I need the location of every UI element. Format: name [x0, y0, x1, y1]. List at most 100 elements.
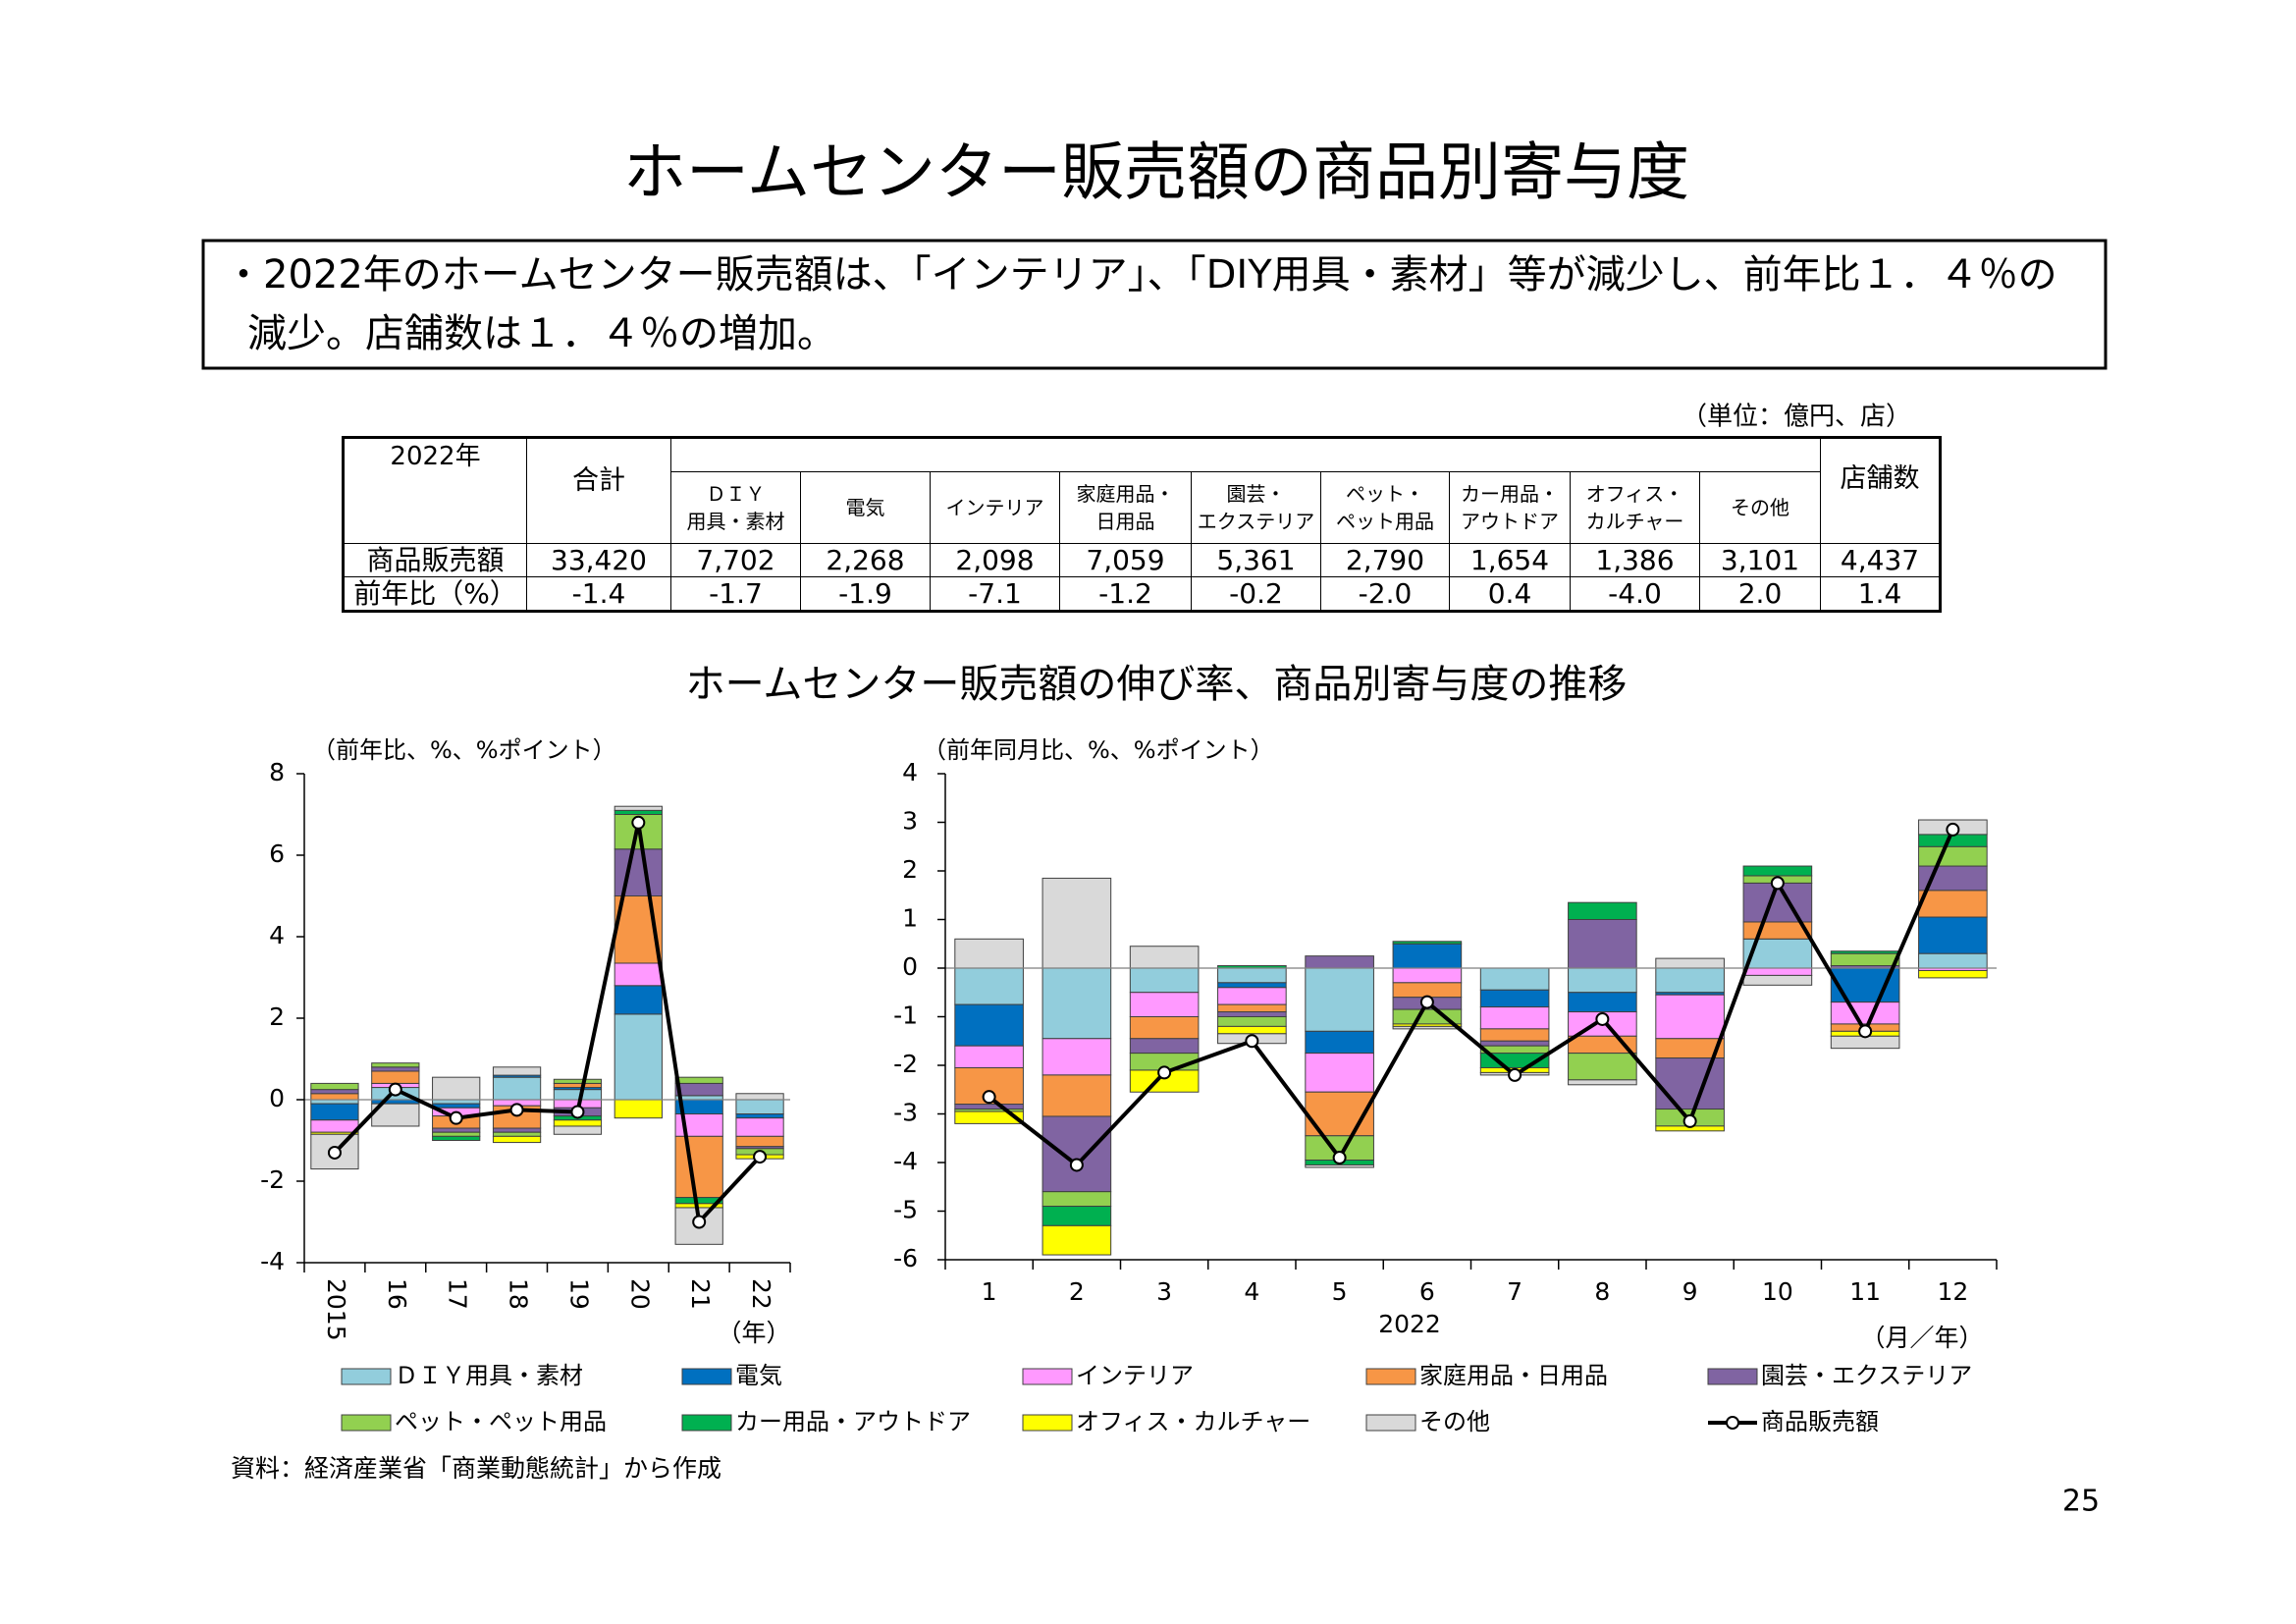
- legend-label: オフィス・カルチャー: [1076, 1408, 1310, 1435]
- line-marker: [1069, 1158, 1084, 1172]
- bar-segment: [1217, 967, 1287, 984]
- header-text: その他: [1731, 496, 1789, 519]
- bar-segment: [1217, 1025, 1287, 1035]
- chart: -4 -2 0 2 4 6 8 2015 16 17 18 19 20 21 22: [260, 758, 791, 1341]
- bar-segment: [1830, 950, 1900, 954]
- bar-segment: [1041, 1074, 1112, 1117]
- header-row: ＤＩＹ 用具・素材 電気 インテリア 家庭用品・ 日用品 園芸・ エクステリア ペット・ ペット用…: [344, 471, 1941, 544]
- data-cell: 2,790: [1320, 543, 1450, 577]
- line-marker: [1157, 1065, 1172, 1080]
- bar-segment: [1305, 1030, 1374, 1055]
- legend-swatch: [341, 1368, 392, 1385]
- line-marker: [1508, 1067, 1522, 1082]
- header-cell: 合計: [526, 437, 671, 544]
- bar-segment: [432, 1099, 481, 1105]
- bar-segment: [674, 1076, 723, 1084]
- bar-segment: [614, 962, 663, 987]
- bar-segment: [1655, 1057, 1725, 1110]
- bar-segment: [553, 1119, 603, 1127]
- data-cell: 3,101: [1698, 543, 1822, 577]
- bar-segment: [614, 805, 663, 811]
- data-cell: 1,654: [1449, 543, 1571, 577]
- bar-segment: [371, 1099, 420, 1105]
- line-marker: [1595, 1011, 1610, 1026]
- bar-segment: [1479, 967, 1550, 991]
- bar-segment: [553, 1125, 603, 1135]
- line-marker: [631, 815, 646, 830]
- x-tick-label: 4: [1244, 1277, 1259, 1306]
- x-tick-label: 10: [1762, 1277, 1793, 1306]
- bar-segment: [954, 1045, 1024, 1068]
- bar-segment: [1479, 989, 1550, 1008]
- source-note: 資料：経済産業省「商業動態統計」から作成: [231, 1454, 721, 1483]
- x-tick-label: 7: [1507, 1277, 1522, 1306]
- x-tick-label: 18: [505, 1278, 533, 1310]
- bar-segment: [1568, 1079, 1637, 1086]
- bar-segment: [310, 1093, 359, 1101]
- data-row: 前年比（%） -1.4 -1.7 -1.9 -7.1 -1.2 -0.2 -2.0 0.4 -4.…: [343, 576, 1942, 612]
- bar-segment: [432, 1135, 481, 1141]
- bar-segment: [1217, 1011, 1287, 1018]
- bar-segment: [1479, 1045, 1550, 1055]
- y-tick-label: 2: [902, 855, 918, 884]
- x-tick-label: 9: [1682, 1277, 1698, 1306]
- bar-segment: [1041, 1224, 1112, 1256]
- x-tick-label: 2: [1069, 1277, 1085, 1306]
- bar-segment: [614, 809, 663, 815]
- data-cell: -4.0: [1570, 576, 1700, 612]
- header-text: 用具・素材: [686, 510, 785, 533]
- bar-segment: [1568, 901, 1637, 920]
- data-cell: 33,420: [526, 543, 671, 577]
- legend-swatch: [341, 1414, 392, 1432]
- row-label: 前年比（%）: [343, 576, 527, 612]
- x-tick-label: 6: [1419, 1277, 1435, 1306]
- header-text: ＤＩＹ: [706, 482, 766, 506]
- y-tick-label: 3: [902, 807, 918, 836]
- summary-line: 減少。店舗数は１．４％の増加。: [247, 311, 836, 356]
- header-cell: [669, 437, 1822, 472]
- legend-swatch: [1365, 1414, 1416, 1432]
- bar-segment: [674, 1082, 723, 1097]
- row-label: 商品販売額: [343, 543, 527, 577]
- header-text: 園芸・: [1226, 482, 1286, 506]
- bar-segment: [954, 938, 1024, 969]
- bar-segment: [310, 1103, 359, 1121]
- line-marker: [509, 1103, 524, 1117]
- bar-segment: [1392, 967, 1463, 984]
- data-cell: 7,702: [670, 543, 801, 577]
- data-row: 商品販売額 33,420 7,702 2,268 2,098 7,059 5,361 2,79…: [343, 543, 1942, 577]
- x-tick-label: 3: [1156, 1277, 1172, 1306]
- bar-segment: [1041, 877, 1112, 969]
- legend-label: 電気: [735, 1362, 782, 1389]
- x-tick-label: 17: [444, 1278, 472, 1310]
- y-tick-label: -5: [893, 1196, 918, 1224]
- bar-segment: [1830, 952, 1900, 967]
- line-marker: [982, 1090, 996, 1105]
- x-unit: （年）: [717, 1319, 790, 1347]
- y-tick-label: -4: [893, 1147, 918, 1175]
- legend-label: その他: [1419, 1408, 1490, 1435]
- y-tick-label: 2: [269, 1002, 285, 1031]
- header-cell: その他: [1698, 471, 1822, 544]
- sales-line: [333, 822, 762, 1226]
- legend-swatch: [1365, 1368, 1416, 1385]
- bar-segment: [954, 1003, 1024, 1047]
- data-cell: 2.0: [1698, 576, 1822, 612]
- line-marker: [1419, 995, 1434, 1009]
- bar-segment: [1655, 994, 1725, 1040]
- bar-segment: [432, 1103, 481, 1109]
- data-cell: 4,437: [1820, 543, 1942, 577]
- bar-segment: [1217, 987, 1287, 1005]
- bar-segment: [1129, 992, 1200, 1017]
- bar-segment: [954, 1110, 1024, 1124]
- data-cell: 5,361: [1191, 543, 1321, 577]
- header-cell: 園芸・ エクステリア: [1191, 471, 1321, 544]
- legend-swatch: [1022, 1414, 1073, 1432]
- legend-swatch: [681, 1414, 732, 1432]
- bar-segment: [553, 1082, 603, 1089]
- y-tick-label: 0: [902, 952, 918, 981]
- bar-segment: [674, 1135, 723, 1199]
- bar-segment: [1479, 1040, 1550, 1047]
- bar-segment: [1305, 967, 1374, 1032]
- data-cell: -2.0: [1320, 576, 1450, 612]
